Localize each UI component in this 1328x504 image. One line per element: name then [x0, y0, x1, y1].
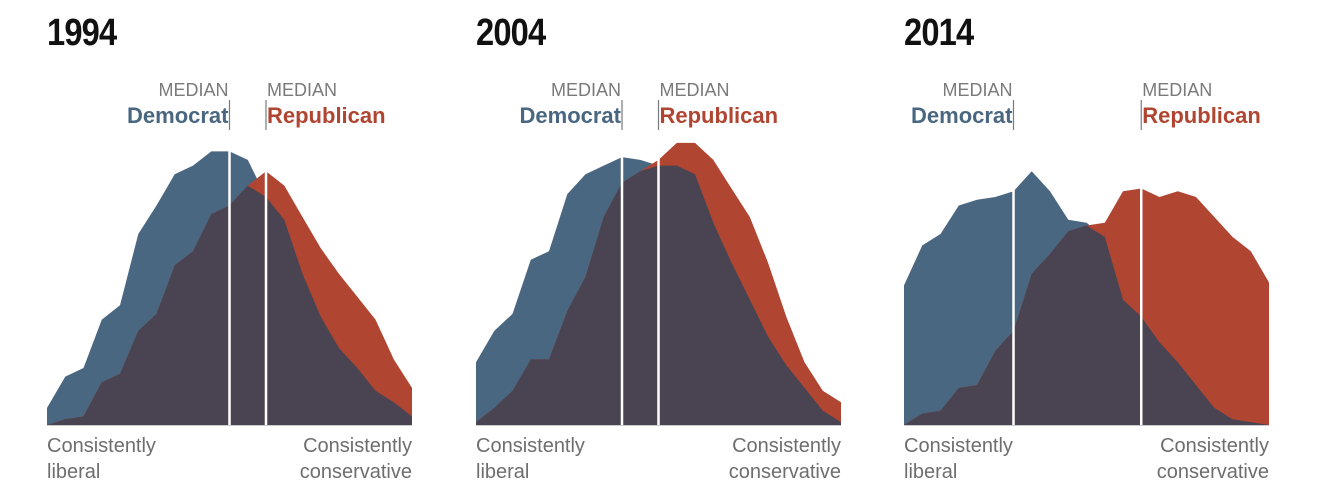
x-label-liberal: liberal [47, 461, 100, 483]
panel-title: 2004 [476, 12, 546, 54]
median-label: MEDIAN [660, 80, 730, 100]
republican-label: Republican [660, 103, 779, 128]
x-label-conservative: Consistently [732, 435, 841, 457]
median-label: MEDIAN [158, 80, 228, 100]
x-label-conservative: Consistently [1160, 435, 1269, 457]
democrat-label: Democrat [911, 103, 1013, 128]
republican-label: Republican [267, 103, 386, 128]
x-label-conservative: conservative [729, 461, 841, 483]
democrat-label: Democrat [127, 103, 229, 128]
panel-1994: 1994 MEDIAN Democrat MEDIAN Republican Consi… [47, 0, 447, 504]
panel-title: 1994 [47, 12, 117, 54]
x-label-conservative: conservative [1157, 461, 1269, 483]
x-label-liberal: Consistently [904, 435, 1013, 457]
democrat-label: Democrat [520, 103, 622, 128]
x-label-conservative: conservative [300, 461, 412, 483]
median-label: MEDIAN [267, 80, 337, 100]
median-label: MEDIAN [1142, 80, 1212, 100]
republican-label: Republican [1142, 103, 1261, 128]
x-label-liberal: liberal [904, 461, 957, 483]
area-chart: MEDIAN Democrat MEDIAN Republican Consistent… [904, 80, 1269, 483]
area-chart: MEDIAN Democrat MEDIAN Republican Consistent… [476, 80, 841, 483]
x-label-liberal: Consistently [47, 435, 156, 457]
x-label-conservative: Consistently [303, 435, 412, 457]
panel-2004: 2004 MEDIAN Democrat MEDIAN Republican Consi… [476, 0, 876, 504]
median-label: MEDIAN [551, 80, 621, 100]
median-label: MEDIAN [942, 80, 1012, 100]
panel-title: 2014 [904, 12, 974, 54]
area-chart: MEDIAN Democrat MEDIAN Republican Consistent… [47, 80, 412, 483]
overlap-area [904, 225, 1269, 425]
x-label-liberal: liberal [476, 461, 529, 483]
panel-2014: 2014 MEDIAN Democrat MEDIAN Republican Consi… [904, 0, 1304, 504]
x-label-liberal: Consistently [476, 435, 585, 457]
